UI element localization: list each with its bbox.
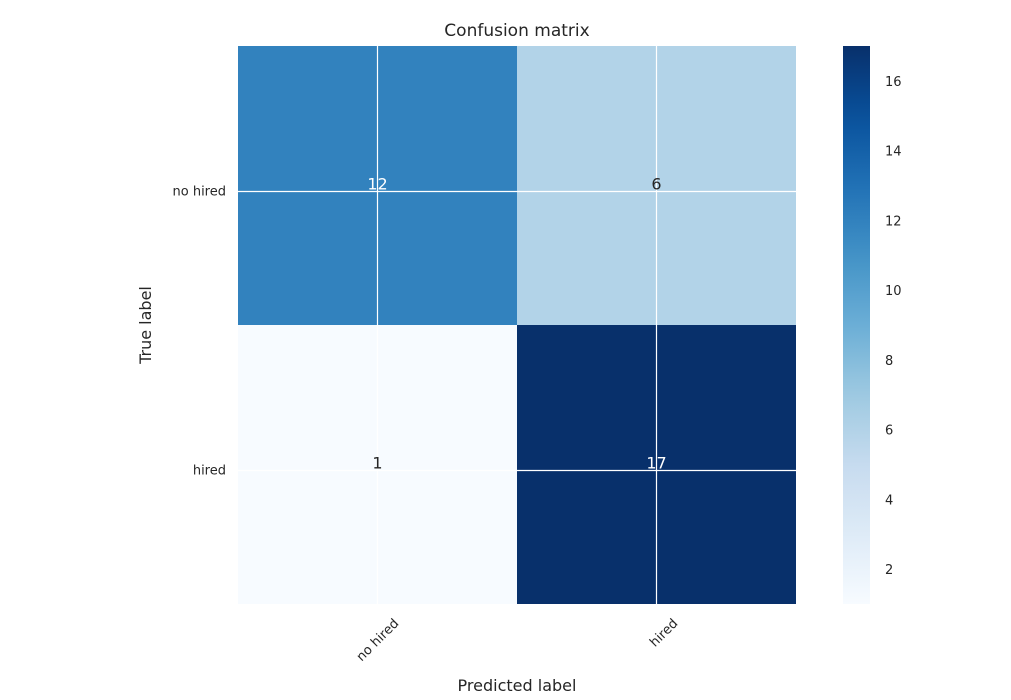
x-tick-label: hired (647, 616, 681, 650)
x-tick-label: no hired (354, 616, 402, 664)
y-tick-labels: no hired hired (173, 185, 227, 479)
cell-value: 17 (646, 454, 666, 473)
colorbar-tick-label: 12 (885, 214, 902, 229)
cell-value: 1 (372, 454, 382, 473)
colorbar-tick-label: 14 (885, 145, 902, 160)
colorbar-tick-label: 2 (885, 563, 893, 578)
x-tick-labels: no hired hired (354, 616, 681, 664)
colorbar-gradient (843, 46, 870, 604)
colorbar-tick-label: 10 (885, 284, 902, 299)
cell-value: 6 (651, 175, 661, 194)
cell-value: 12 (367, 175, 387, 194)
colorbar-tick-label: 16 (885, 75, 902, 90)
x-axis-label: Predicted label (458, 676, 577, 695)
colorbar-tick-label: 6 (885, 424, 893, 439)
colorbar-tick-label: 8 (885, 354, 893, 369)
y-tick-label: no hired (173, 185, 227, 200)
cell-values: 12 6 1 17 (367, 175, 666, 473)
heatmap-cells (238, 46, 796, 604)
grid-lines (238, 46, 796, 604)
y-tick-label: hired (193, 464, 226, 479)
colorbar: 2 4 6 8 10 12 14 16 (843, 46, 902, 604)
colorbar-tick-label: 4 (885, 493, 893, 508)
y-axis-label: True label (136, 286, 155, 365)
chart-title: Confusion matrix (444, 21, 589, 41)
